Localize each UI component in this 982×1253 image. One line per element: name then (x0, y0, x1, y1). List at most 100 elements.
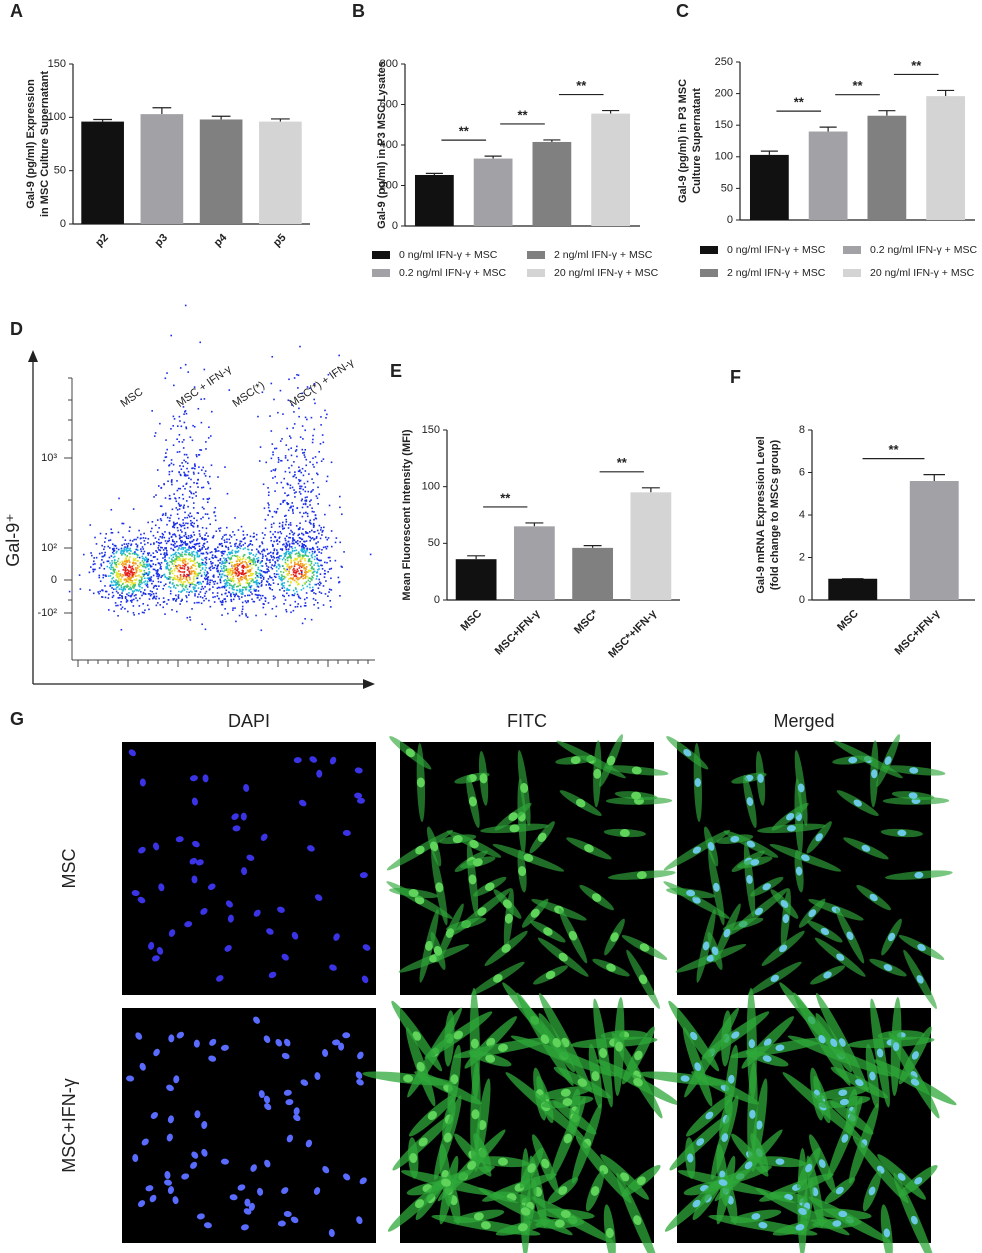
nucleus (338, 1042, 345, 1051)
event-dot (318, 584, 321, 586)
event-dot (128, 561, 131, 564)
event-dot (318, 551, 320, 553)
event-dot (300, 605, 302, 608)
event-dot (177, 594, 180, 596)
event-dot (218, 573, 221, 576)
event-dot (295, 549, 298, 552)
event-dot (161, 546, 163, 549)
event-dot (294, 592, 296, 595)
event-dot (165, 542, 168, 545)
event-dot (139, 585, 141, 588)
event-dot (304, 557, 306, 560)
event-dot (236, 555, 239, 557)
event-dot (193, 602, 196, 604)
y-tick-label: 200 (380, 179, 398, 191)
event-dot (206, 581, 209, 583)
event-dot (126, 555, 129, 557)
event-dot (121, 595, 123, 597)
event-dot (280, 532, 283, 535)
event-dot (136, 564, 139, 567)
event-dot (291, 547, 294, 550)
event-dot (231, 567, 234, 569)
event-dot (278, 575, 280, 578)
event-dot (296, 593, 299, 596)
event-dot (298, 491, 301, 493)
event-dot (153, 568, 156, 571)
event-dot (117, 572, 119, 575)
event-dot (187, 470, 190, 473)
event-dot (114, 563, 116, 565)
event-dot (230, 600, 233, 603)
event-dot (171, 508, 174, 511)
event-dot (268, 509, 271, 512)
event-dot (265, 562, 267, 565)
event-dot (181, 462, 183, 464)
event-dot (307, 560, 310, 563)
nucleus (145, 1185, 154, 1192)
event-dot (296, 557, 298, 560)
event-dot (292, 512, 294, 514)
event-dot (179, 420, 181, 422)
event-dot (180, 548, 182, 550)
event-dot (257, 566, 260, 569)
event-dot (304, 540, 306, 543)
event-dot (227, 591, 230, 593)
event-dot (229, 552, 231, 554)
cell-body (471, 1109, 480, 1120)
event-dot (300, 566, 303, 569)
event-dot (274, 468, 277, 470)
event-dot (311, 550, 314, 553)
nucleus (220, 1044, 229, 1051)
event-dot (303, 567, 305, 570)
cell-body (493, 974, 503, 983)
bar (81, 121, 124, 224)
event-dot (301, 448, 304, 451)
event-dot (291, 550, 294, 553)
event-dot (170, 567, 172, 570)
event-dot (314, 562, 317, 564)
event-dot (246, 533, 249, 536)
event-dot (193, 463, 196, 465)
event-dot (114, 559, 116, 561)
event-dot (254, 555, 257, 557)
event-dot (295, 570, 298, 573)
event-dot (294, 471, 296, 473)
event-dot (118, 574, 120, 576)
cell-body (409, 1153, 418, 1164)
nucleus (888, 932, 896, 942)
event-dot (120, 600, 122, 603)
event-dot (273, 572, 276, 575)
event-dot (132, 571, 134, 574)
event-dot (183, 453, 186, 456)
event-dot (260, 585, 263, 587)
event-dot (281, 521, 284, 524)
event-dot (313, 382, 316, 385)
event-dot (229, 553, 231, 556)
event-dot (180, 590, 182, 593)
event-dot (148, 608, 150, 611)
event-dot (169, 576, 172, 579)
event-dot (126, 600, 129, 602)
event-dot (171, 470, 174, 473)
event-dot (184, 550, 186, 552)
event-dot (128, 592, 130, 594)
event-dot (285, 535, 288, 537)
event-dot (117, 548, 120, 551)
event-dot (212, 596, 214, 599)
event-dot (282, 543, 284, 546)
event-dot (330, 530, 333, 532)
event-dot (175, 565, 178, 568)
event-dot (227, 548, 230, 551)
event-dot (110, 531, 113, 534)
event-dot (265, 584, 268, 586)
event-dot (160, 553, 162, 556)
event-dot (159, 546, 162, 549)
event-dot (158, 585, 160, 587)
y-tick-label: 150 (715, 119, 733, 131)
event-dot (318, 591, 321, 593)
event-dot (175, 598, 178, 601)
event-dot (160, 541, 163, 544)
event-dot (323, 526, 325, 529)
event-dot (170, 459, 173, 461)
cell-body (615, 1041, 624, 1052)
